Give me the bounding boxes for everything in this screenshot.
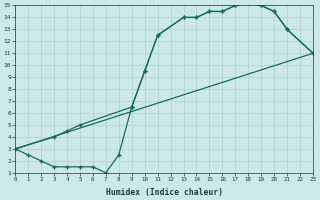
X-axis label: Humidex (Indice chaleur): Humidex (Indice chaleur) (106, 188, 223, 197)
